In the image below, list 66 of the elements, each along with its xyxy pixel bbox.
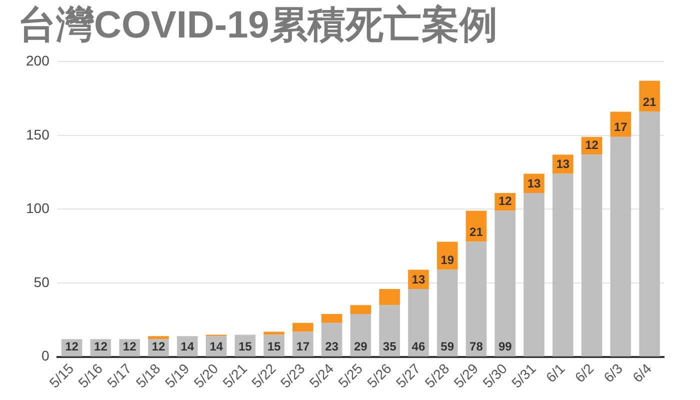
- data-label: 15: [267, 340, 282, 354]
- x-tick-label: 5/22: [248, 360, 280, 391]
- bar: [494, 210, 516, 356]
- x-tick-label: 5/18: [132, 360, 164, 391]
- data-label: 29: [354, 340, 368, 354]
- bar: [408, 288, 429, 356]
- data-label: 12: [498, 194, 512, 208]
- x-tick-label: 6/1: [542, 360, 568, 386]
- bar: [350, 314, 372, 356]
- x-tick-label: 5/20: [190, 360, 222, 391]
- data-label: 17: [296, 340, 310, 354]
- bar: [610, 136, 632, 356]
- data-label: 12: [585, 138, 599, 152]
- data-label: 15: [238, 340, 252, 354]
- x-tick-label: 5/26: [364, 360, 395, 391]
- bar: [524, 192, 544, 356]
- y-tick-label: 100: [26, 200, 50, 216]
- data-label: 59: [440, 340, 454, 354]
- y-tick-label: 150: [26, 126, 50, 142]
- x-tick-label: 5/24: [306, 360, 337, 391]
- y-tick-label: 0: [42, 348, 50, 364]
- x-tick-label: 5/16: [74, 360, 106, 391]
- chart-title: 台灣COVID-19累積死亡案例: [18, 3, 498, 46]
- data-label: 12: [94, 340, 108, 354]
- data-label: 13: [556, 157, 570, 172]
- bar: [292, 322, 314, 332]
- data-label: 21: [470, 225, 484, 240]
- bar: [379, 288, 400, 306]
- data-label: 35: [382, 340, 397, 354]
- bar: [552, 174, 574, 356]
- bar: [350, 305, 372, 314]
- x-tick-label: 6/3: [600, 360, 626, 386]
- x-tick-label: 6/4: [629, 360, 655, 386]
- x-tick-label: 5/30: [479, 360, 510, 391]
- y-tick-label: 50: [34, 274, 50, 290]
- data-label: 14: [210, 340, 224, 354]
- x-tick-label: 5/29: [450, 360, 482, 391]
- data-label: 78: [470, 340, 484, 354]
- data-label: 12: [65, 340, 79, 354]
- bar: [466, 242, 487, 356]
- data-label: 17: [614, 120, 628, 134]
- y-tick-label: 200: [26, 52, 50, 68]
- x-tick-label: 5/31: [508, 360, 540, 391]
- data-label: 13: [527, 176, 541, 190]
- bar: [639, 80, 660, 112]
- x-tick-label: 5/19: [162, 360, 192, 391]
- bar: [148, 336, 169, 340]
- x-tick-label: 5/21: [219, 360, 250, 391]
- bar: [379, 305, 400, 356]
- bar: [639, 112, 660, 356]
- data-label: 23: [325, 340, 339, 354]
- data-label: 21: [642, 95, 657, 110]
- data-label: 13: [412, 272, 426, 286]
- data-label: 12: [122, 340, 137, 354]
- data-label: 14: [180, 340, 194, 354]
- data-label: 19: [440, 253, 454, 268]
- data-label: 99: [498, 340, 512, 354]
- data-label: 46: [412, 340, 426, 354]
- bar: [581, 154, 602, 356]
- x-tick-label: 6/2: [572, 360, 597, 386]
- bar: [292, 332, 314, 356]
- x-tick-label: 5/23: [277, 360, 308, 391]
- x-tick-label: 5/28: [422, 360, 452, 391]
- bar: [321, 314, 342, 323]
- data-label: 12: [152, 340, 166, 354]
- bar: [436, 270, 458, 356]
